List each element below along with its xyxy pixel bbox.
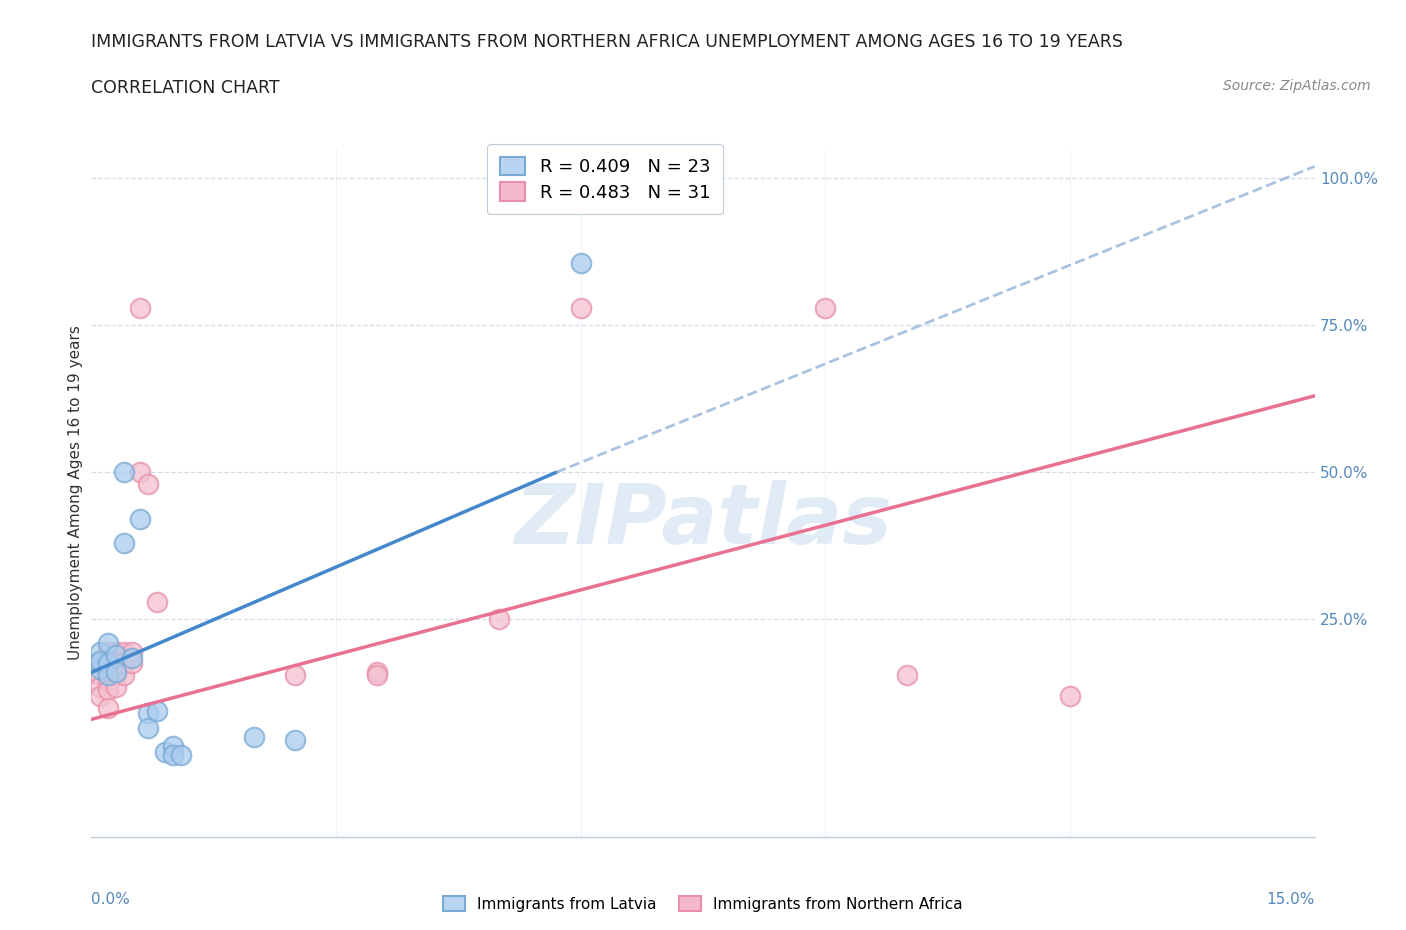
Point: [284, 733, 307, 748]
Point: [129, 512, 152, 526]
Point: [366, 665, 388, 680]
Point: [89, 662, 111, 677]
Point: [284, 668, 307, 683]
Point: [153, 744, 176, 759]
Point: [104, 665, 127, 680]
Point: [121, 650, 143, 665]
Text: CORRELATION CHART: CORRELATION CHART: [91, 79, 280, 97]
Point: [97, 683, 120, 698]
Point: [112, 465, 135, 480]
Point: [896, 668, 918, 683]
Point: [97, 635, 120, 650]
Point: [138, 721, 160, 736]
Point: [89, 656, 111, 671]
Point: [104, 647, 127, 662]
Point: [121, 656, 143, 671]
Point: [162, 738, 184, 753]
Point: [112, 644, 135, 659]
Point: [814, 300, 837, 315]
Point: [121, 644, 143, 659]
Point: [129, 465, 152, 480]
Point: [97, 656, 120, 671]
Text: ZIPatlas: ZIPatlas: [515, 480, 891, 561]
Point: [89, 656, 111, 671]
Y-axis label: Unemployment Among Ages 16 to 19 years: Unemployment Among Ages 16 to 19 years: [67, 326, 83, 660]
Point: [112, 656, 135, 671]
Point: [89, 653, 111, 668]
Point: [145, 594, 167, 609]
Text: 15.0%: 15.0%: [1267, 892, 1315, 907]
Point: [97, 665, 120, 680]
Text: 0.0%: 0.0%: [91, 892, 131, 907]
Point: [97, 644, 120, 659]
Point: [104, 680, 127, 695]
Point: [97, 668, 120, 683]
Point: [366, 668, 388, 683]
Point: [170, 747, 193, 762]
Point: [104, 644, 127, 659]
Point: [89, 688, 111, 703]
Point: [129, 300, 152, 315]
Point: [89, 680, 111, 695]
Point: [97, 673, 120, 688]
Point: [89, 644, 111, 659]
Point: [112, 668, 135, 683]
Point: [488, 612, 510, 627]
Point: [112, 536, 135, 551]
Point: [1059, 688, 1081, 703]
Point: [243, 729, 266, 744]
Legend: Immigrants from Latvia, Immigrants from Northern Africa: Immigrants from Latvia, Immigrants from …: [437, 889, 969, 918]
Point: [138, 477, 160, 492]
Point: [104, 656, 127, 671]
Point: [138, 706, 160, 721]
Point: [569, 300, 592, 315]
Point: [569, 256, 592, 271]
Point: [89, 668, 111, 683]
Text: Source: ZipAtlas.com: Source: ZipAtlas.com: [1223, 79, 1371, 93]
Point: [145, 703, 167, 718]
Point: [97, 656, 120, 671]
Point: [162, 747, 184, 762]
Point: [97, 700, 120, 715]
Legend: R = 0.409   N = 23, R = 0.483   N = 31: R = 0.409 N = 23, R = 0.483 N = 31: [488, 144, 723, 214]
Text: IMMIGRANTS FROM LATVIA VS IMMIGRANTS FROM NORTHERN AFRICA UNEMPLOYMENT AMONG AGE: IMMIGRANTS FROM LATVIA VS IMMIGRANTS FRO…: [91, 33, 1123, 50]
Point: [104, 668, 127, 683]
